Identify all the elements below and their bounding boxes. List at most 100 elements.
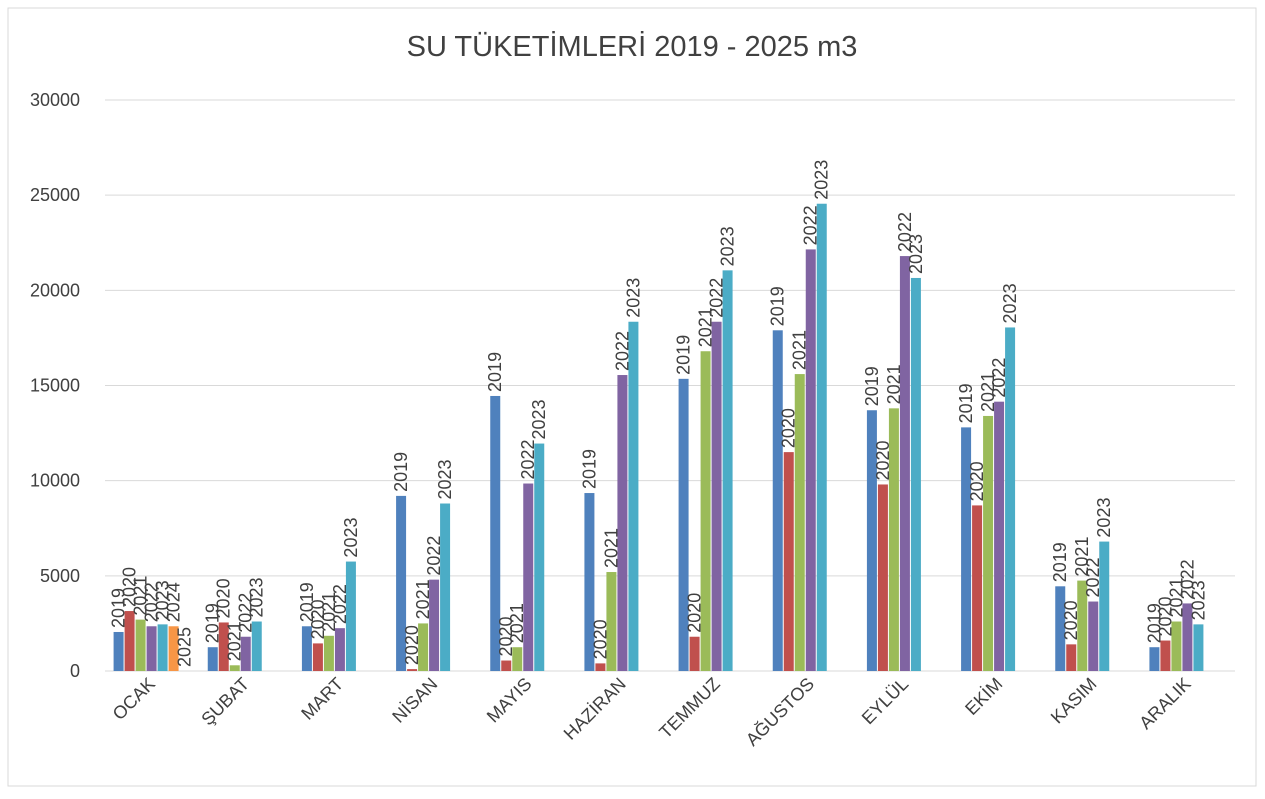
data-label: 2022 (1177, 559, 1197, 599)
bar (1193, 624, 1204, 671)
data-label: 2021 (1072, 537, 1092, 577)
data-label: 2023 (1094, 498, 1114, 538)
bar (794, 374, 805, 671)
bar (711, 321, 722, 671)
bar (584, 493, 595, 671)
data-label: 2021 (601, 528, 621, 568)
bar (628, 321, 639, 671)
chart-title: SU TÜKETİMLERİ 2019 - 2025 m3 (407, 30, 858, 63)
data-label: 2021 (225, 621, 245, 661)
bar (345, 561, 356, 671)
bar (207, 647, 218, 671)
data-label: 2023 (529, 400, 549, 440)
bar (805, 249, 816, 671)
data-label: 2022 (424, 536, 444, 576)
data-label: 2019 (203, 603, 223, 643)
data-label: 2020 (1061, 600, 1081, 640)
data-label: 2020 (308, 599, 328, 639)
data-label: 2019 (579, 449, 599, 489)
data-label: 2019 (109, 588, 129, 628)
bar (1182, 603, 1193, 671)
data-label: 2023 (435, 459, 455, 499)
bar (429, 579, 440, 671)
data-label: 2020 (873, 440, 893, 480)
data-label: 2021 (507, 603, 527, 643)
data-label: 2022 (612, 331, 632, 371)
y-tick-label: 0 (70, 661, 80, 681)
y-tick-label: 15000 (30, 376, 80, 396)
bar (251, 621, 262, 671)
bar (523, 483, 534, 671)
data-label: 2019 (1050, 542, 1070, 582)
data-label: 2021 (696, 307, 716, 347)
bar (168, 626, 179, 671)
bar (1077, 580, 1088, 671)
bar (783, 452, 794, 671)
data-label: 2020 (967, 461, 987, 501)
bar (722, 270, 733, 671)
data-label: 2021 (1166, 577, 1186, 617)
data-label: 2021 (978, 372, 998, 412)
bar (678, 378, 689, 671)
bar (910, 277, 921, 671)
data-label: 2020 (214, 578, 234, 618)
data-label: 2021 (884, 364, 904, 404)
y-tick-label: 10000 (30, 471, 80, 491)
bar (113, 631, 124, 671)
data-label: 2021 (413, 579, 433, 619)
bar (1066, 644, 1077, 671)
bar (135, 619, 146, 671)
data-label: 2020 (1155, 596, 1175, 636)
data-label: 2022 (236, 593, 256, 633)
bar (1088, 601, 1099, 671)
data-label: 2020 (685, 593, 705, 633)
data-label: 2019 (485, 352, 505, 392)
data-label: 2019 (862, 366, 882, 406)
bar (899, 256, 910, 671)
bar (240, 636, 251, 671)
bar (323, 635, 334, 671)
bar (1055, 586, 1066, 671)
bar (1005, 327, 1016, 671)
data-label: 2023 (906, 234, 926, 274)
data-label: 2021 (790, 330, 810, 370)
bar (888, 408, 899, 671)
bar (407, 669, 418, 671)
bar (866, 410, 877, 671)
bar (501, 660, 512, 671)
data-label: 2021 (131, 576, 151, 616)
y-tick-label: 20000 (30, 280, 80, 300)
bar (1160, 640, 1171, 671)
y-tick-label: 30000 (30, 90, 80, 110)
bar (334, 628, 345, 671)
data-label: 2020 (779, 408, 799, 448)
bar (983, 415, 994, 671)
bar (877, 484, 888, 671)
data-label: 2023 (1000, 283, 1020, 323)
y-tick-label: 5000 (40, 566, 80, 586)
data-label: 2019 (768, 286, 788, 326)
data-label: 2019 (1144, 603, 1164, 643)
data-label: 2022 (142, 582, 162, 622)
data-label: 2019 (674, 335, 694, 375)
data-label: 2025 (175, 627, 195, 667)
data-label: 2022 (518, 439, 538, 479)
data-label: 2023 (812, 160, 832, 200)
data-label: 2022 (330, 584, 350, 624)
bar (617, 375, 628, 671)
data-label: 2023 (623, 278, 643, 318)
data-label: 2020 (496, 616, 516, 656)
bar (1149, 647, 1160, 671)
data-label: 2019 (956, 383, 976, 423)
bar (1099, 541, 1110, 671)
bar (689, 636, 700, 671)
bar (396, 495, 407, 671)
data-label: 2022 (989, 358, 1009, 398)
data-label: 2023 (1188, 580, 1208, 620)
data-label: 2022 (707, 278, 727, 318)
data-label: 2023 (153, 580, 173, 620)
bar (301, 626, 312, 671)
bar (961, 427, 972, 671)
bar (157, 624, 168, 671)
